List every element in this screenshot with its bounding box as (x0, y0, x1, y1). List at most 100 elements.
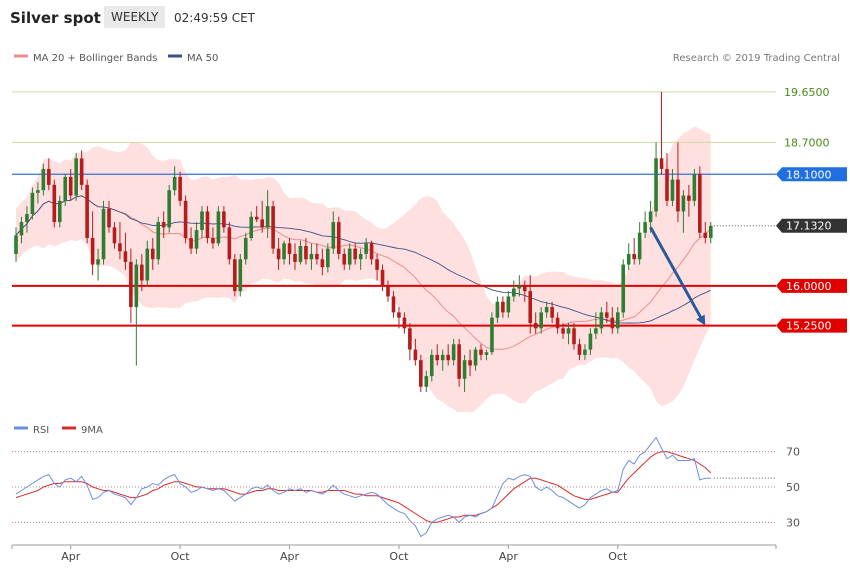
candle-body (599, 312, 604, 329)
candle-body (216, 211, 221, 244)
candle-body (528, 291, 533, 324)
forecast-arrow-shaft (649, 226, 704, 322)
candle-body (183, 200, 188, 239)
candle-body (36, 190, 40, 193)
candle-body (462, 360, 467, 379)
candle-body (566, 328, 571, 334)
candle-body (555, 317, 560, 329)
rsi-tick-label: 70 (786, 446, 800, 459)
candle-body (435, 354, 440, 361)
candle-body (320, 259, 325, 268)
rsi-tick-label: 30 (786, 516, 800, 529)
candle-body (681, 195, 686, 212)
candle-body (451, 344, 456, 361)
candle-body (397, 312, 401, 318)
candle-body (265, 206, 270, 228)
candle-body (687, 195, 691, 201)
forecast-arrow (649, 226, 706, 326)
candle-body (386, 285, 390, 297)
candle-body (79, 158, 84, 185)
rsi-chart: RSI 9MA 30 50 70 Apr Oct Apr Oct Apr Oct (11, 425, 800, 563)
rsi-legend: RSI 9MA (14, 425, 103, 436)
candle-body (326, 248, 330, 268)
time-axis-label: Oct (171, 550, 191, 563)
candle-body (331, 222, 336, 249)
candle-body (298, 245, 303, 262)
candle-body (211, 238, 215, 244)
forecast-arrow-head (696, 314, 706, 326)
candle-body (358, 253, 363, 260)
current-price-label: 17.1320 (786, 220, 832, 233)
time-axis-label: Apr (499, 550, 519, 563)
candle-body (123, 251, 128, 262)
rsi-line (15, 436, 711, 538)
candle-body (501, 301, 505, 313)
candle-body (708, 225, 713, 239)
price-chart: MA 20 + Bollinger Bands MA 50 Research ©… (12, 53, 847, 412)
candle-body (484, 352, 489, 355)
candle-body (200, 211, 204, 231)
candle-body (561, 328, 565, 334)
candle-body (364, 243, 368, 254)
candle-body (336, 222, 341, 254)
candle-body (161, 222, 166, 228)
candle-body (380, 269, 385, 286)
candle-body (194, 230, 199, 249)
time-axis-label: Apr (61, 550, 81, 563)
time-axis-label: Apr (280, 550, 300, 563)
candle-body (271, 206, 275, 249)
candle-body (402, 317, 407, 329)
candle-body (287, 243, 292, 254)
candle-body (178, 176, 182, 201)
candle-body (533, 323, 538, 329)
level-label-support: 15.2500 (786, 320, 832, 333)
candle-body (626, 253, 631, 265)
candle-body (243, 238, 248, 260)
candle-body (522, 285, 527, 292)
candle-body (30, 192, 35, 215)
rsi-ma-legend-swatch (62, 426, 76, 430)
candle-body (205, 211, 210, 239)
period-selector[interactable]: WEEKLY (104, 6, 166, 28)
candle-body (19, 222, 24, 236)
candle-body (233, 259, 237, 292)
timestamp: 02:49:59 CET (174, 11, 255, 25)
candle-body (25, 214, 29, 223)
level-label-support: 16.0000 (786, 280, 832, 293)
candle-body (544, 307, 549, 313)
candle-body (172, 176, 177, 191)
candle-body (14, 235, 18, 254)
bollinger-bands (15, 126, 712, 412)
candle-body (621, 264, 626, 313)
candle-body (594, 328, 598, 334)
candle-body (446, 354, 450, 361)
ma20-legend-label: MA 20 + Bollinger Bands (33, 53, 157, 64)
chart-header: Silver spot WEEKLY 02:49:59 CET (0, 0, 850, 36)
candle-body (315, 253, 319, 260)
candle-body (342, 253, 347, 265)
time-axis: Apr Oct Apr Oct Apr Oct (11, 544, 777, 563)
candle-body (517, 285, 522, 289)
candle-body (413, 349, 418, 361)
candle-body (424, 376, 429, 387)
candle-body (249, 216, 254, 239)
candle-body (654, 158, 658, 212)
candle-body (101, 208, 106, 260)
candle-body (676, 179, 680, 212)
candle-body (615, 312, 620, 329)
candle-body (68, 176, 73, 196)
rsi-legend-swatch (14, 426, 28, 430)
candle-body (47, 168, 51, 185)
candle-body (583, 349, 587, 355)
candle-body (90, 238, 95, 265)
time-axis-label: Oct (389, 550, 409, 563)
level-lines (12, 91, 776, 327)
credit-label: Research © 2019 Trading Central (673, 53, 840, 64)
candle-body (304, 245, 308, 260)
candle-body (457, 344, 461, 379)
ma20-legend-swatch (14, 54, 28, 58)
candle-body (63, 176, 68, 201)
candle-body (539, 312, 543, 329)
candle-body (648, 211, 653, 223)
ma50-line (15, 195, 711, 324)
